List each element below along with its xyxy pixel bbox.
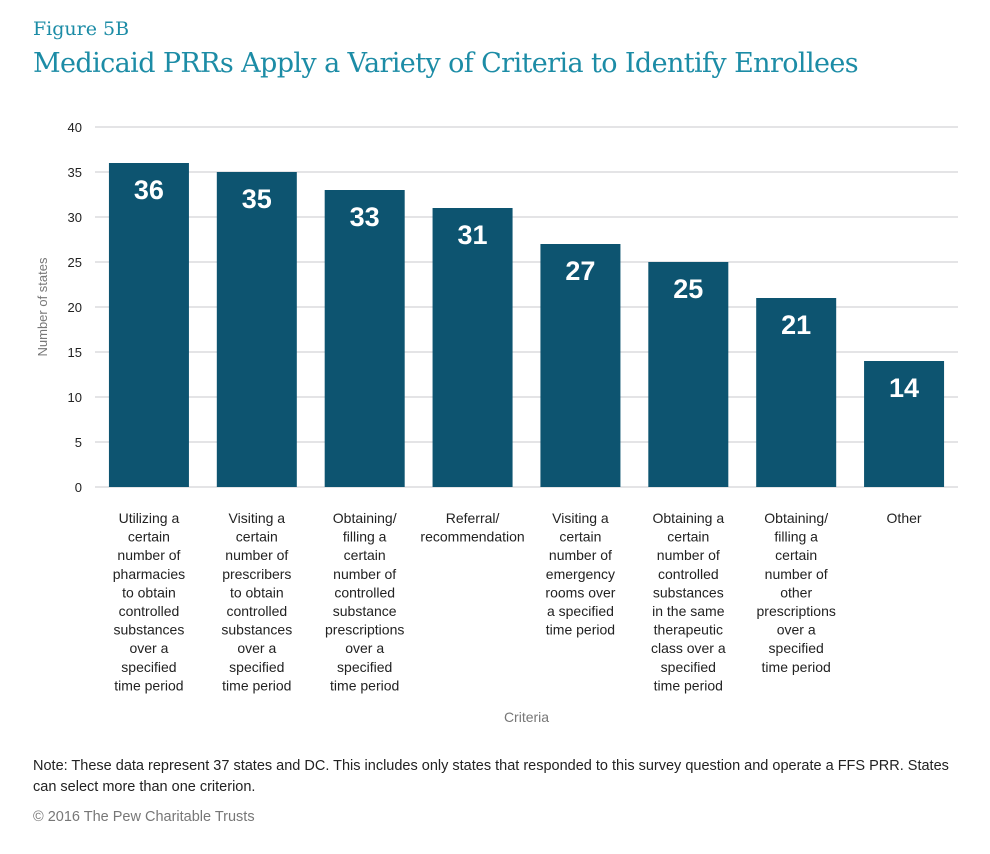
chart-note: Note: These data represent 37 states and…: [33, 758, 949, 795]
bar: [216, 172, 297, 487]
x-axis-label: Criteria: [504, 709, 549, 725]
chart-title: Medicaid PRRs Apply a Variety of Criteri…: [33, 48, 859, 79]
x-tick-label: Obtaining a certain number of controlled sub…: [651, 510, 726, 693]
x-tick-label: Utilizing a certain number of pharmacies to …: [113, 510, 185, 693]
y-tick-label: 20: [68, 300, 82, 315]
copyright: © 2016 The Pew Charitable Trusts: [33, 809, 255, 825]
x-tick-label: Visiting a certain number of prescribers to …: [221, 510, 292, 693]
y-tick-label: 30: [68, 210, 82, 225]
bar-chart: 0 5 10 15 20 25 30 35 40 Number of states 36 Utiliz…: [35, 120, 958, 725]
x-tick-label: Obtaining/filling a certain number of other…: [757, 510, 836, 675]
y-tick-label: 15: [68, 345, 82, 360]
data-label: 14: [889, 373, 919, 403]
x-tick-label: Referral/recommendation: [420, 510, 524, 545]
data-label: 35: [242, 184, 272, 214]
bar: [864, 361, 945, 487]
data-label: 36: [134, 175, 164, 205]
y-tick-label: 40: [68, 120, 82, 135]
y-tick-label: 25: [68, 255, 82, 270]
bar: [648, 262, 729, 487]
y-tick-label: 10: [68, 390, 82, 405]
data-label: 25: [673, 274, 703, 304]
x-tick-label: Obtaining/filling a certain number of contr…: [325, 510, 404, 693]
bar: [432, 208, 513, 487]
bar: [324, 190, 405, 487]
data-label: 21: [781, 310, 811, 340]
data-label: 27: [565, 256, 595, 286]
x-tick-label: Visiting a certain number of emergency rooms…: [545, 510, 615, 638]
bar: [756, 298, 837, 487]
y-tick-label: 0: [75, 480, 82, 495]
bar: [108, 163, 189, 487]
data-label: 33: [350, 202, 380, 232]
y-tick-label: 35: [68, 165, 82, 180]
figure-label: Figure 5B: [33, 18, 130, 40]
bar: [540, 244, 621, 487]
x-tick-label: Other: [887, 510, 922, 526]
y-tick-label: 5: [75, 435, 82, 450]
y-axis-label: Number of states: [35, 257, 50, 356]
data-label: 31: [458, 220, 488, 250]
